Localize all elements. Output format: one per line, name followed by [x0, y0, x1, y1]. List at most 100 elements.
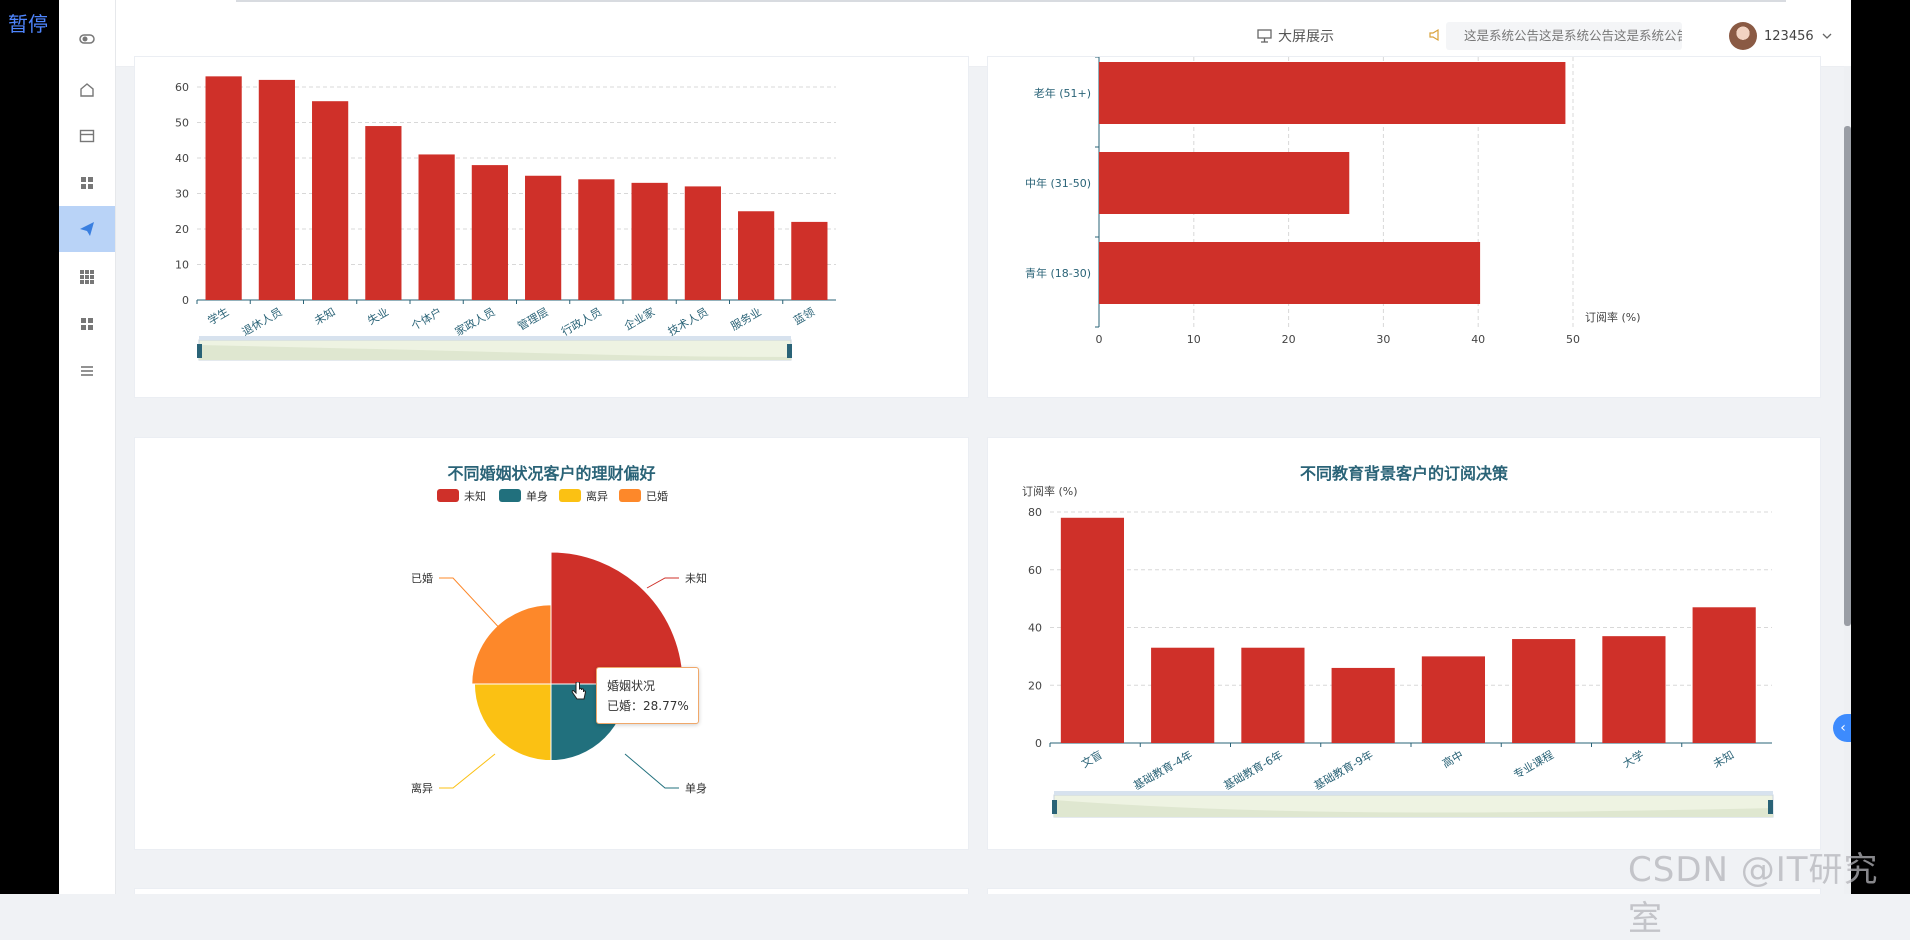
x-tick-label: 未知 — [1710, 747, 1736, 770]
x-tick-label: 管理层 — [515, 304, 551, 333]
toggle-icon — [79, 34, 95, 44]
bar — [791, 221, 828, 300]
card-education-chart: 不同教育背景客户的订阅决策 订阅率 (%) 0 20 40 60 80 文盲 基础教育-4年基… — [987, 437, 1821, 850]
card-marital-chart: 不同婚姻状况客户的理财偏好 未知 单身 离异 已婚 未知 单身 离异 已婚 — [134, 437, 969, 850]
y-axis-label: 订阅率 (%) — [1022, 484, 1078, 498]
y-tick-label: 60 — [1028, 564, 1042, 577]
x-tick-label: 10 — [1187, 333, 1201, 346]
x-tick-label: 高中 — [1440, 747, 1466, 770]
bar — [525, 175, 562, 300]
tooltip-value: 已婚：28.77% — [607, 699, 689, 713]
leader-line — [624, 753, 679, 789]
y-tick-label: 0 — [1035, 737, 1042, 750]
bar — [1421, 656, 1486, 743]
leader-line — [439, 753, 496, 789]
bar — [1099, 242, 1481, 304]
pie-slice — [550, 551, 684, 685]
x-tick-label: 家政人员 — [452, 304, 497, 338]
x-tick-label: 专业课程 — [1511, 747, 1556, 781]
chevron-left-icon: ‹ — [1840, 720, 1846, 736]
slice-label: 已婚 — [411, 571, 433, 585]
zoom-handle-left — [1052, 800, 1057, 814]
x-tick-label: 学生 — [205, 304, 231, 327]
legend-label: 离异 — [586, 489, 608, 503]
collapse-panel-button[interactable]: ‹ — [1833, 714, 1851, 742]
legend-swatch — [619, 489, 641, 502]
x-tick-label: 0 — [1096, 333, 1103, 346]
bar — [578, 179, 615, 300]
zoom-slider-shadow — [1054, 800, 1773, 817]
sidebar-item-home[interactable] — [59, 67, 115, 113]
x-tick-label: 文盲 — [1079, 747, 1105, 770]
slice-label: 离异 — [411, 781, 433, 795]
y-tick-label: 40 — [1028, 622, 1042, 635]
sidebar-item-card[interactable] — [59, 113, 115, 159]
bar — [1099, 152, 1350, 214]
leader-line — [646, 577, 679, 589]
bigscreen-label: 大屏展示 — [1278, 29, 1334, 45]
legend-label: 已婚 — [646, 489, 668, 503]
y-tick-label: 20 — [1028, 679, 1042, 692]
slice-label: 单身 — [685, 781, 707, 795]
x-tick-label: 40 — [1471, 333, 1485, 346]
sidebar-item-active[interactable] — [59, 206, 115, 252]
bar — [1331, 667, 1395, 743]
x-tick-label: 行政人员 — [559, 304, 604, 338]
app-window: 大屏展示 这是系统公告这是系统公告这是系统公告 123456 0 10 20 30 40… — [59, 0, 1851, 894]
zoom-slider-bar — [1054, 791, 1773, 795]
sidebar — [59, 0, 116, 894]
monitor-icon — [1257, 29, 1272, 43]
x-tick-label: 个体户 — [409, 304, 445, 333]
x-tick-label: 退休人员 — [240, 305, 285, 338]
username-label: 123456 — [1764, 29, 1814, 44]
y-tick-label: 老年 (51+) — [1034, 86, 1091, 100]
top-divider — [236, 0, 1786, 2]
username[interactable]: 123456 — [1764, 29, 1832, 44]
legend-label: 单身 — [526, 489, 548, 503]
sidebar-item-list[interactable] — [59, 348, 115, 394]
pie-tooltip: 婚姻状况 已婚：28.77% — [596, 667, 699, 724]
x-tick-label: 企业家 — [622, 304, 658, 333]
chevron-down-icon — [1822, 33, 1832, 39]
watermark: CSDN @IT研究室 — [1628, 850, 1879, 939]
bar — [1241, 647, 1305, 743]
legend-swatch — [559, 489, 581, 502]
bar — [258, 79, 295, 301]
grid-icon — [81, 318, 93, 330]
y-tick-label: 20 — [175, 223, 189, 236]
x-tick-label: 基础教育-6年 — [1221, 747, 1285, 792]
scrollbar-thumb[interactable] — [1844, 126, 1851, 626]
sidebar-item-apps[interactable] — [59, 254, 115, 300]
vertical-scrollbar[interactable] — [1844, 66, 1851, 894]
avatar[interactable] — [1729, 22, 1757, 50]
card-age-chart: 0 10 20 30 40 50 订阅率 (%) 老年 (51+) 中年 (31-50) 青年 (… — [987, 56, 1821, 398]
legend-label: 未知 — [464, 489, 486, 503]
x-tick-label: 大学 — [1620, 747, 1646, 770]
sidebar-item-modules[interactable] — [59, 301, 115, 347]
announcement-icon — [1429, 28, 1439, 42]
y-tick-label: 0 — [182, 294, 189, 307]
age-bar-chart: 0 10 20 30 40 50 订阅率 (%) 老年 (51+) 中年 (31-50) 青年 (… — [1025, 57, 1641, 346]
y-tick-label: 30 — [175, 188, 189, 201]
education-chart-title: 不同教育背景客户的订阅决策 — [1299, 464, 1508, 483]
zoom-slider-bar — [199, 336, 791, 340]
bar — [684, 186, 721, 300]
bigscreen-button[interactable]: 大屏展示 — [1257, 26, 1334, 46]
y-tick-label: 青年 (18-30) — [1025, 266, 1091, 280]
sidebar-toggle[interactable] — [59, 14, 115, 64]
tooltip-title: 婚姻状况 — [607, 679, 656, 693]
sidebar-item-dashboard[interactable] — [59, 160, 115, 206]
x-tick-label: 20 — [1282, 333, 1296, 346]
x-tick-label: 技术人员 — [666, 305, 711, 338]
zoom-handle-right — [787, 344, 792, 358]
send-icon — [80, 222, 94, 236]
bar — [418, 154, 455, 300]
announcement-bar[interactable]: 这是系统公告这是系统公告这是系统公告 — [1446, 22, 1682, 50]
bar — [365, 126, 402, 300]
x-tick-label: 服务业 — [729, 305, 764, 333]
bar — [631, 182, 668, 300]
bar — [471, 165, 508, 300]
pause-label: 暂停 — [8, 12, 48, 36]
card-icon — [79, 129, 95, 143]
y-tick-label: 50 — [175, 117, 189, 130]
